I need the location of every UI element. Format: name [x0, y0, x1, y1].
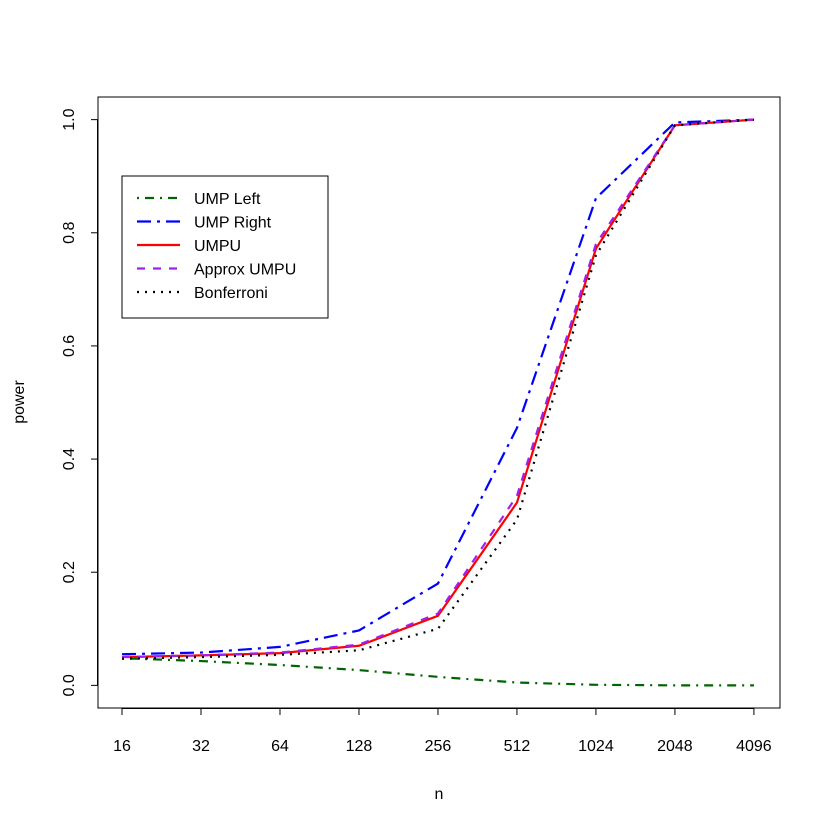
series-line	[121, 118, 754, 656]
x-tick-label: 64	[271, 738, 289, 755]
legend-label: UMPU	[194, 238, 241, 255]
legend-label: Bonferroni	[194, 285, 268, 302]
y-axis-label: power	[11, 380, 28, 424]
x-tick-label: 2048	[657, 738, 693, 755]
series-line	[121, 118, 754, 660]
y-tick-label: 0.2	[61, 561, 78, 583]
y-tick-label: 0.6	[61, 335, 78, 357]
x-tick-label: 16	[113, 738, 131, 755]
y-tick-label: 0.0	[61, 674, 78, 696]
y-tick-label: 1.0	[61, 108, 78, 130]
x-tick-label: 128	[346, 738, 373, 755]
legend-label: UMP Left	[194, 191, 261, 208]
legend-label: Approx UMPU	[194, 262, 296, 279]
legend-box	[121, 175, 329, 319]
legend-label: UMP Right	[194, 215, 272, 232]
x-tick-label: 1024	[578, 738, 614, 755]
x-tick-label: 256	[425, 738, 452, 755]
x-tick-label: 512	[504, 738, 531, 755]
x-tick-label: 4096	[736, 738, 772, 755]
y-tick-label: 0.8	[61, 222, 78, 244]
x-tick-label: 32	[192, 738, 210, 755]
series-line	[121, 118, 754, 659]
series-line	[121, 657, 754, 687]
y-tick-label: 0.4	[61, 448, 78, 470]
x-axis-label: n	[435, 786, 444, 803]
